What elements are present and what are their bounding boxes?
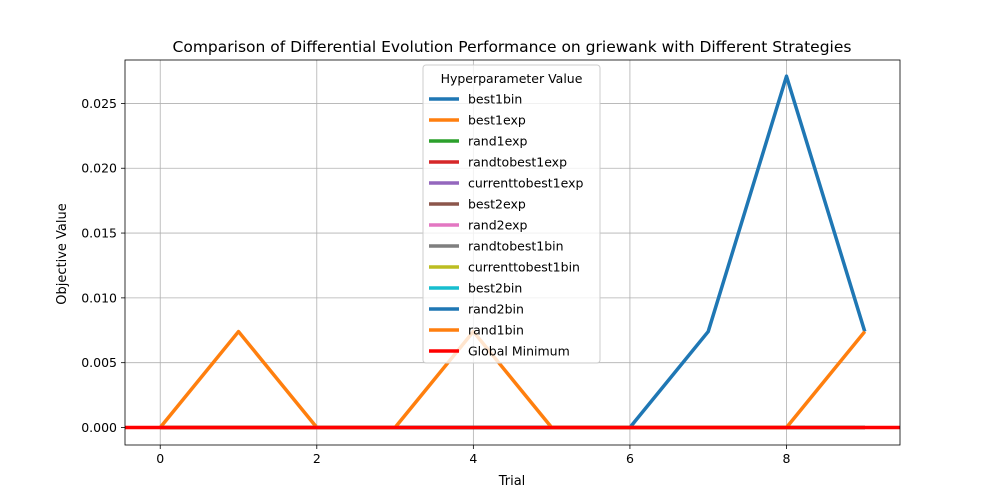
chart-title: Comparison of Differential Evolution Per… [173, 38, 852, 56]
x-tick-label: 2 [313, 451, 321, 466]
x-axis-label: Trial [498, 474, 526, 489]
x-tick-label: 6 [626, 451, 634, 466]
x-tick-label: 8 [783, 451, 791, 466]
legend[interactable]: Hyperparameter Value best1bin best1exp rand… [422, 64, 601, 364]
x-tick-label: 4 [469, 451, 477, 466]
legend-item-label: currenttobest1exp [468, 176, 584, 191]
legend-box [422, 64, 601, 364]
legend-item-label: best2bin [468, 281, 522, 296]
y-tick-label: 0.025 [81, 96, 117, 111]
legend-title: Hyperparameter Value [441, 71, 583, 86]
legend-item-label: rand1bin [468, 323, 524, 338]
y-axis-label: Objective Value [55, 203, 70, 304]
legend-item-label: best2exp [468, 197, 526, 212]
y-tick-label: 0.010 [81, 290, 117, 305]
legend-item-label: randtobest1exp [468, 155, 567, 170]
legend-item-label: best1exp [468, 113, 526, 128]
y-tick-label: 0.000 [81, 420, 117, 435]
legend-item-label: rand2exp [468, 218, 527, 233]
legend-item-label: best1bin [468, 92, 522, 107]
y-tick-label: 0.015 [81, 226, 117, 241]
y-tick-label: 0.020 [81, 161, 117, 176]
plot-area-frame [124, 59, 901, 446]
y-tick-label: 0.005 [81, 355, 117, 370]
axis-ticks: 0 2 4 6 8 0.000 0.005 0.010 0.015 0.020 0.025 [81, 96, 790, 466]
legend-item-label: rand1exp [468, 134, 527, 149]
legend-item-label: Global Minimum [468, 344, 570, 359]
x-tick-label: 0 [156, 451, 164, 466]
legend-item-label: currenttobest1bin [468, 260, 580, 275]
legend-item-label: randtobest1bin [468, 239, 564, 254]
legend-item-label: rand2bin [468, 302, 524, 317]
